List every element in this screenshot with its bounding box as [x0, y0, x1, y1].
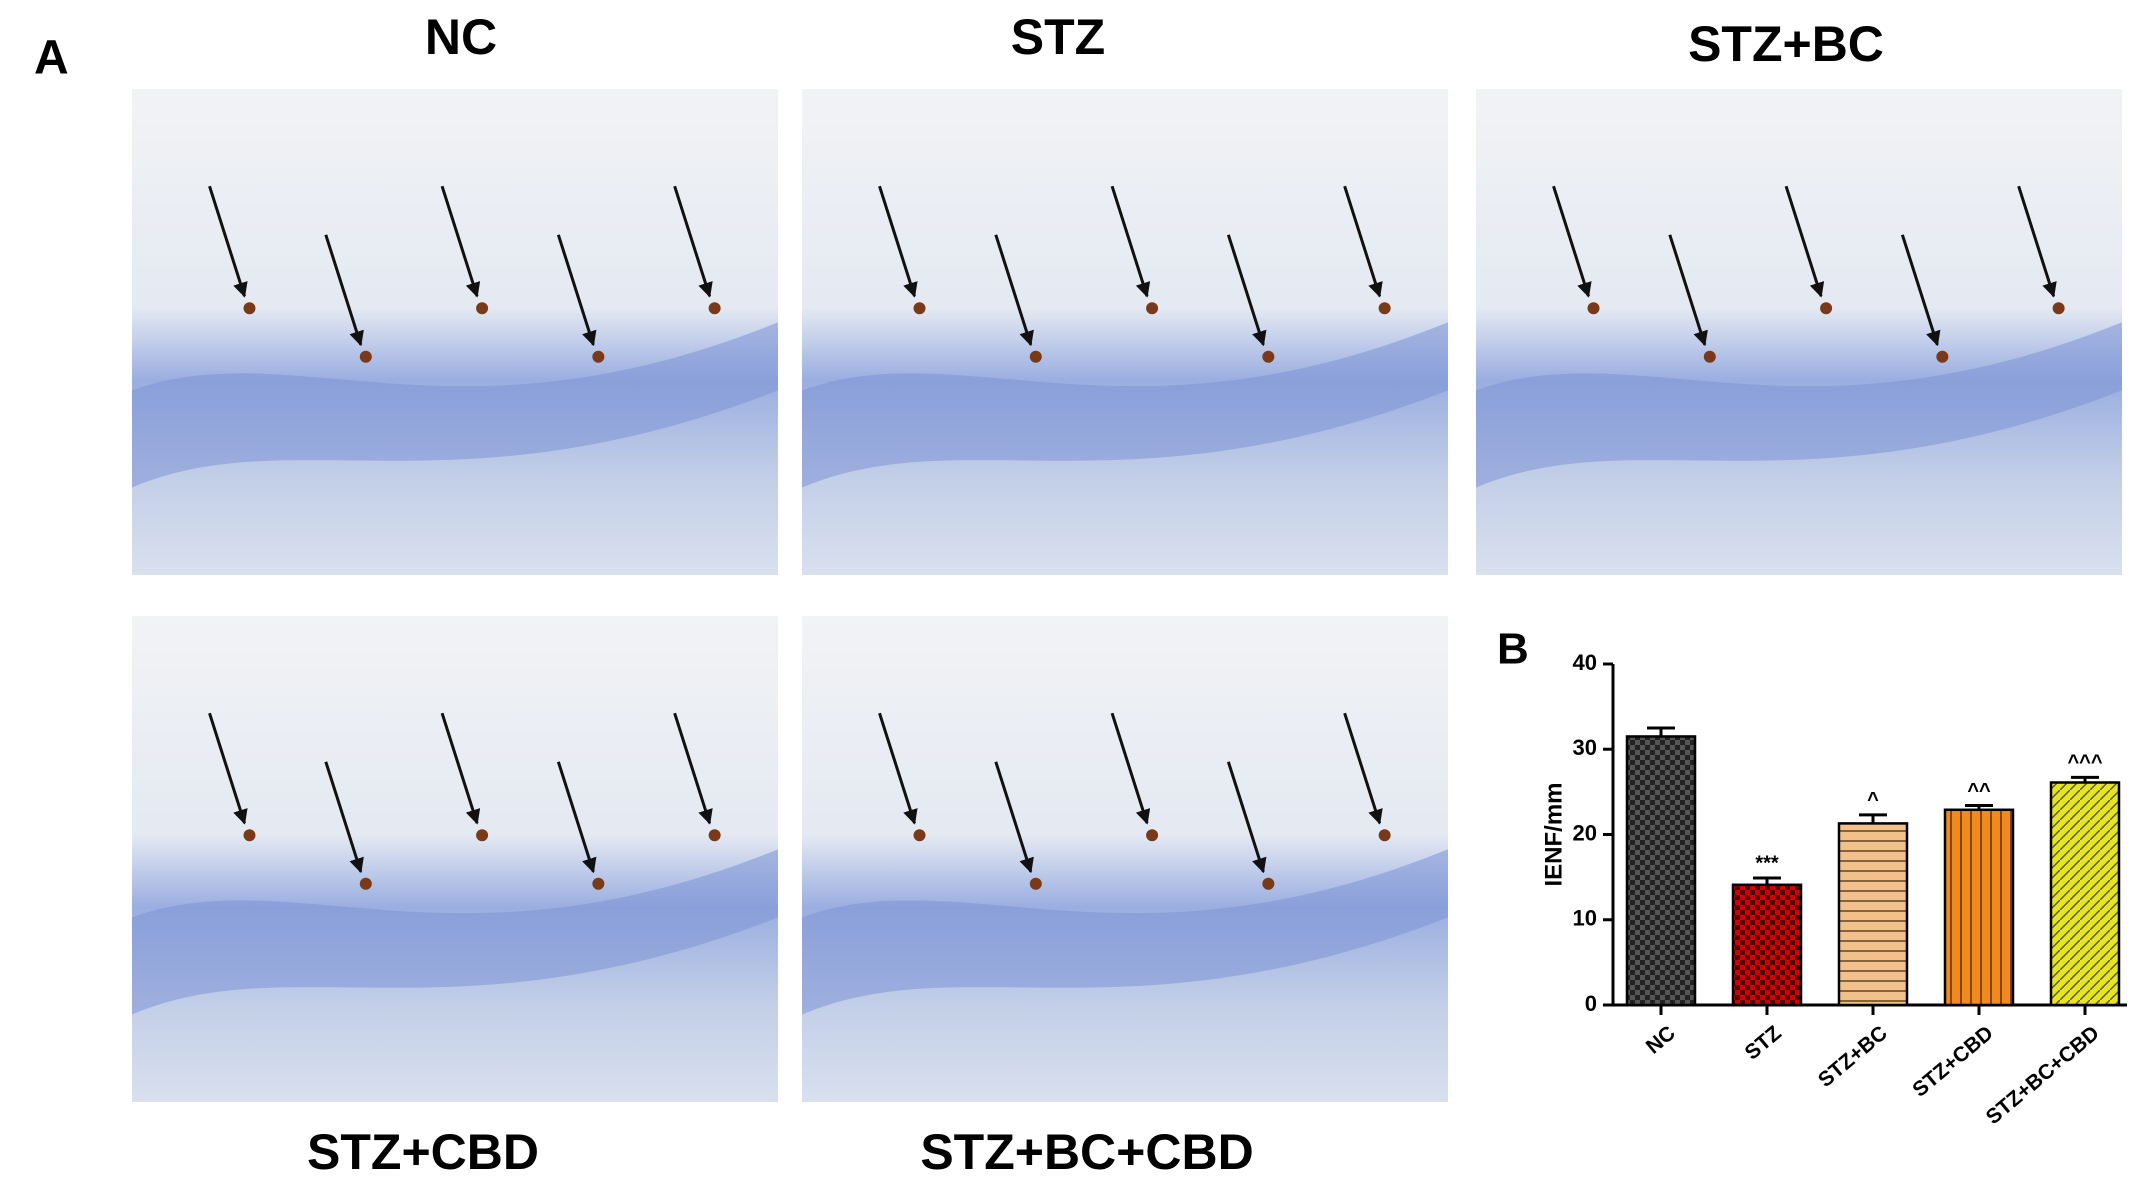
y-axis-label: IENF/mm [1540, 782, 1567, 886]
arrow [1343, 712, 1383, 825]
nerve-fiber [359, 350, 372, 363]
arrow [878, 712, 918, 825]
bar [1625, 735, 1697, 1007]
bar [1837, 822, 1909, 1007]
x-tick-label: STZ+BC+CBD [1982, 1021, 2104, 1129]
epidermis [802, 849, 1448, 1015]
bar [1943, 808, 2015, 1007]
epidermis [1476, 322, 2122, 488]
bar [2049, 781, 2121, 1007]
panel-label: B [1497, 625, 1529, 674]
nerve-fiber [1029, 350, 1042, 363]
nerve-fiber [2052, 302, 2065, 315]
arrow [440, 185, 481, 298]
epidermis [132, 322, 778, 488]
error-bar [1753, 876, 1781, 885]
nerve-fiber [1146, 829, 1159, 842]
error-bar [1647, 726, 1675, 737]
nerve-fiber [359, 877, 372, 890]
nerve-fiber [592, 350, 605, 363]
nerve-fiber [1146, 302, 1159, 315]
arrow [324, 761, 364, 874]
y-tick-label: 40 [1573, 650, 1597, 675]
micrograph [132, 89, 778, 575]
x-tick-label: STZ+BC [1814, 1021, 1892, 1091]
epidermis [802, 322, 1448, 488]
arrow [208, 712, 248, 825]
micrograph-bg [1476, 89, 2122, 575]
error-bar [1859, 813, 1887, 824]
epidermis [132, 849, 778, 1015]
nerve-fiber [476, 302, 489, 315]
arrow [440, 712, 481, 825]
arrow [1343, 185, 1383, 298]
arrow [994, 234, 1034, 347]
error-bar [1965, 804, 1993, 810]
panel-title: NC [425, 9, 497, 65]
micrograph [802, 616, 1448, 1102]
arrow [1552, 185, 1592, 298]
nerve-fiber [1820, 302, 1833, 315]
x-tick-label: NC [1642, 1021, 1680, 1058]
nerve-fiber [243, 829, 256, 842]
nerve-fiber [1587, 302, 1600, 315]
arrow [673, 185, 713, 298]
y-tick-label: 30 [1573, 735, 1597, 760]
x-tick-label: STZ+CBD [1908, 1021, 1997, 1101]
y-tick-label: 20 [1573, 820, 1597, 845]
panel-title: STZ+BC [1688, 16, 1884, 72]
nerve-fiber [243, 302, 256, 315]
micrograph-bg [132, 89, 778, 575]
nerve-fiber [1936, 350, 1949, 363]
nerve-fiber [1703, 350, 1716, 363]
arrow [1900, 234, 1941, 347]
nerve-fiber [913, 829, 926, 842]
significance: ^ [1867, 789, 1879, 811]
arrow [1110, 712, 1151, 825]
nerve-fiber [1262, 350, 1275, 363]
nerve-fiber [476, 829, 489, 842]
nerve-fiber [708, 829, 721, 842]
arrow [1110, 185, 1151, 298]
y-tick-label: 10 [1573, 906, 1597, 931]
arrow [208, 185, 248, 298]
panel-title: STZ+CBD [307, 1124, 539, 1180]
micrograph [802, 89, 1448, 575]
bar [1731, 883, 1803, 1007]
arrow [556, 234, 597, 347]
nerve-fiber [1378, 829, 1391, 842]
error-bar [2071, 775, 2099, 783]
nerve-fiber [1378, 302, 1391, 315]
significance: *** [1755, 852, 1779, 874]
arrow [1226, 761, 1267, 874]
arrow [878, 185, 918, 298]
micrograph-bg [132, 616, 778, 1102]
micrograph [132, 616, 778, 1102]
panel-title: STZ+BC+CBD [920, 1124, 1253, 1180]
nerve-fiber [913, 302, 926, 315]
arrow [1226, 234, 1267, 347]
significance: ^^ [1967, 780, 1991, 802]
arrow [556, 761, 597, 874]
arrow [1784, 185, 1825, 298]
y-tick-label: 0 [1585, 991, 1597, 1016]
x-tick-label: STZ [1741, 1021, 1786, 1064]
arrow [1668, 234, 1708, 347]
nerve-fiber [708, 302, 721, 315]
nerve-fiber [592, 877, 605, 890]
nerve-fiber [1029, 877, 1042, 890]
arrow [673, 712, 713, 825]
arrow [994, 761, 1034, 874]
panel-title: STZ [1011, 9, 1105, 65]
micrograph [1476, 89, 2122, 575]
significance: ^^^ [2067, 752, 2102, 774]
nerve-fiber [1262, 877, 1275, 890]
arrow [324, 234, 364, 347]
arrow [2017, 185, 2057, 298]
micrograph-bg [802, 89, 1448, 575]
micrograph-bg [802, 616, 1448, 1102]
panel-label: A [34, 32, 69, 85]
